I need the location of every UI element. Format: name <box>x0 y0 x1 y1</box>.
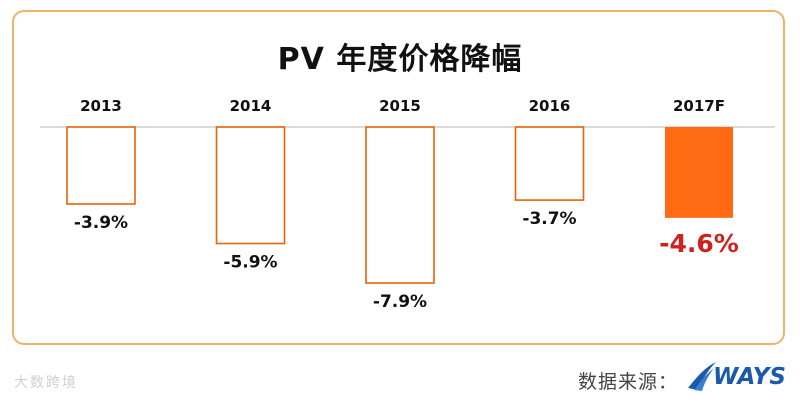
category-labels: 2013 2014 2015 2016 2017F <box>80 97 725 115</box>
bar-2016 <box>514 126 585 201</box>
watermark: 大数跨境 <box>14 375 78 391</box>
bar-2014 <box>215 126 286 245</box>
category-label-2016: 2016 <box>529 97 571 115</box>
value-label-2017F: -4.6% <box>659 229 739 258</box>
value-label-2013: -3.9% <box>74 213 128 233</box>
source-label: 数据来源： <box>577 371 678 393</box>
value-labels: -3.9% -5.9% -7.9% -3.7% -4.6% <box>74 209 739 312</box>
value-label-2016: -3.7% <box>522 209 576 229</box>
ways-logo-icon <box>688 362 716 391</box>
category-label-2013: 2013 <box>80 97 122 115</box>
category-label-2017F: 2017F <box>673 97 725 115</box>
bar-2013 <box>66 126 136 205</box>
chart-title: PV 年度价格降幅 <box>277 42 523 77</box>
category-label-2014: 2014 <box>230 97 272 115</box>
logo-text: WAYS <box>713 364 786 390</box>
bar-2017F <box>665 127 733 218</box>
value-label-2014: -5.9% <box>223 253 277 273</box>
bar-2015 <box>365 126 435 284</box>
bar-group <box>66 126 733 284</box>
category-label-2015: 2015 <box>379 97 421 115</box>
value-label-2015: -7.9% <box>373 292 427 312</box>
